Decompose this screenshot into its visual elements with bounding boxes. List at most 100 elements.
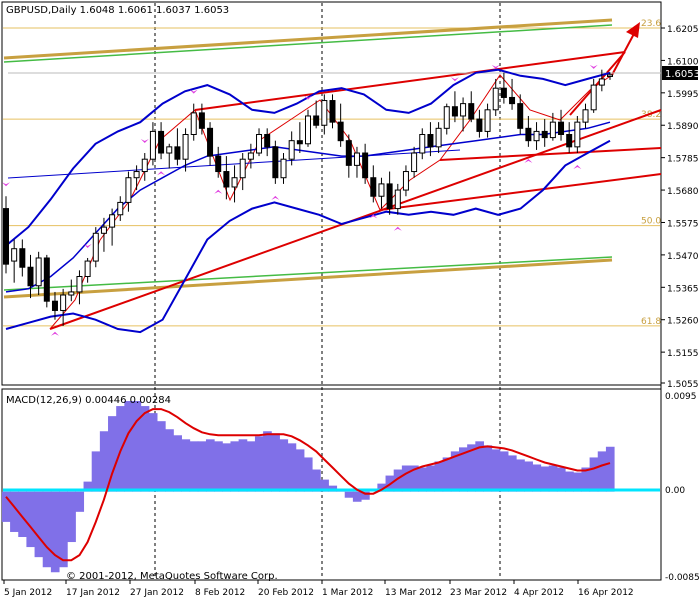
candle-body — [158, 130, 165, 154]
current-price-label: 1.6053 — [665, 69, 700, 80]
macd-bar — [287, 443, 297, 492]
candle — [345, 134, 352, 178]
macd-bar — [491, 449, 501, 492]
candle — [362, 143, 369, 184]
candle — [305, 109, 311, 147]
candle-body — [362, 152, 369, 179]
candle — [394, 183, 401, 215]
candle — [68, 279, 75, 302]
fib-level-label: 38.2 — [641, 110, 661, 120]
candle — [574, 115, 581, 154]
candle-body — [574, 121, 581, 148]
candle — [321, 94, 328, 135]
candle-body — [435, 127, 442, 148]
candle-body — [76, 276, 83, 293]
fractal-markers — [2, 64, 598, 336]
candle-body — [166, 146, 173, 154]
candle-body — [27, 266, 34, 287]
macd-bar — [189, 441, 199, 492]
fractal-down-marker — [573, 165, 582, 170]
macd-bar — [132, 401, 142, 492]
candle — [533, 122, 540, 150]
candle-body — [394, 189, 401, 210]
macd-bar — [181, 439, 191, 492]
macd-bar — [377, 483, 387, 492]
candle — [280, 153, 287, 184]
macd-bar — [59, 491, 68, 568]
candle-body — [443, 106, 450, 129]
candle — [476, 109, 483, 138]
candle-body — [582, 109, 589, 123]
macd-bar — [295, 449, 305, 492]
fib-level-label: 23.6 — [641, 19, 661, 29]
symbol-label: GBPUSD,Daily 1.6048 1.6061 1.6037 1.6053 — [6, 5, 229, 16]
macd-bar — [42, 491, 52, 568]
macd-bottom-label: -0.00857 — [665, 573, 700, 583]
macd-bar — [230, 441, 240, 492]
fractal-down-marker — [524, 158, 533, 163]
candle-body — [272, 146, 279, 179]
candle-body — [598, 78, 605, 86]
fractal-up-marker — [304, 95, 312, 100]
macd-bar — [205, 439, 215, 492]
price-tick-label: 1.5785 — [667, 155, 699, 165]
lower-green-channel-line — [3, 256, 613, 291]
candle — [51, 291, 58, 320]
macd-bar — [467, 444, 476, 492]
macd-bar — [75, 491, 85, 512]
fractal-down-marker — [369, 214, 378, 219]
macd-bar — [279, 439, 289, 492]
candle-body — [117, 201, 124, 216]
macd-bar — [148, 413, 158, 492]
time-axis: 5 Jan 2012 17 Jan 2012 27 Jan 2012 8 Feb 20… — [3, 580, 634, 598]
fractal-down-marker — [271, 195, 280, 200]
macd-bar — [50, 491, 60, 573]
fractal-up-marker — [83, 243, 92, 248]
candle-body — [60, 294, 67, 311]
candle-body — [305, 115, 311, 145]
fractal-up-marker — [491, 64, 500, 69]
time-tick-label: 1 Mar 2012 — [322, 588, 373, 598]
candle-body — [558, 121, 565, 136]
macd-bar — [442, 457, 452, 492]
current-price-box — [662, 66, 698, 80]
macd-bar — [238, 439, 248, 492]
macd-bar — [556, 467, 566, 492]
macd-bar — [271, 433, 280, 492]
candle-body — [402, 171, 409, 191]
candle-body — [109, 214, 116, 228]
macd-bar — [581, 467, 591, 492]
candle-body — [174, 146, 181, 160]
candle — [125, 171, 132, 212]
candle-body — [566, 134, 573, 148]
candle — [337, 103, 344, 147]
macd-top-label: 0.0095 — [665, 392, 697, 402]
candle-body — [280, 158, 287, 179]
candle — [158, 122, 165, 160]
candle — [549, 112, 556, 141]
candle — [11, 239, 18, 283]
candle-body — [345, 140, 352, 166]
candle — [231, 165, 238, 203]
macd-bar — [361, 491, 370, 500]
candle-body — [11, 248, 18, 262]
macd-bar — [67, 491, 76, 543]
candle-body — [607, 74, 613, 77]
candle-body — [500, 87, 507, 98]
bollinger-middle-band — [5, 121, 611, 293]
regression-line — [7, 149, 461, 179]
candle — [247, 143, 254, 169]
macd-zero-label: 0.00 — [665, 486, 685, 496]
candle-body — [149, 130, 156, 160]
macd-bar — [1, 491, 11, 522]
macd-bar — [254, 436, 264, 492]
candle-body — [198, 112, 205, 129]
candle-body — [51, 300, 58, 311]
macd-bar — [10, 491, 19, 532]
macd-bar — [140, 406, 150, 492]
price-axis: 1.6205 1.6100 1.5995 1.5890 1.5785 1.5680 1.55… — [661, 25, 699, 390]
candle — [411, 146, 418, 178]
horizontal-support-line — [439, 147, 662, 161]
candlesticks — [3, 69, 613, 326]
